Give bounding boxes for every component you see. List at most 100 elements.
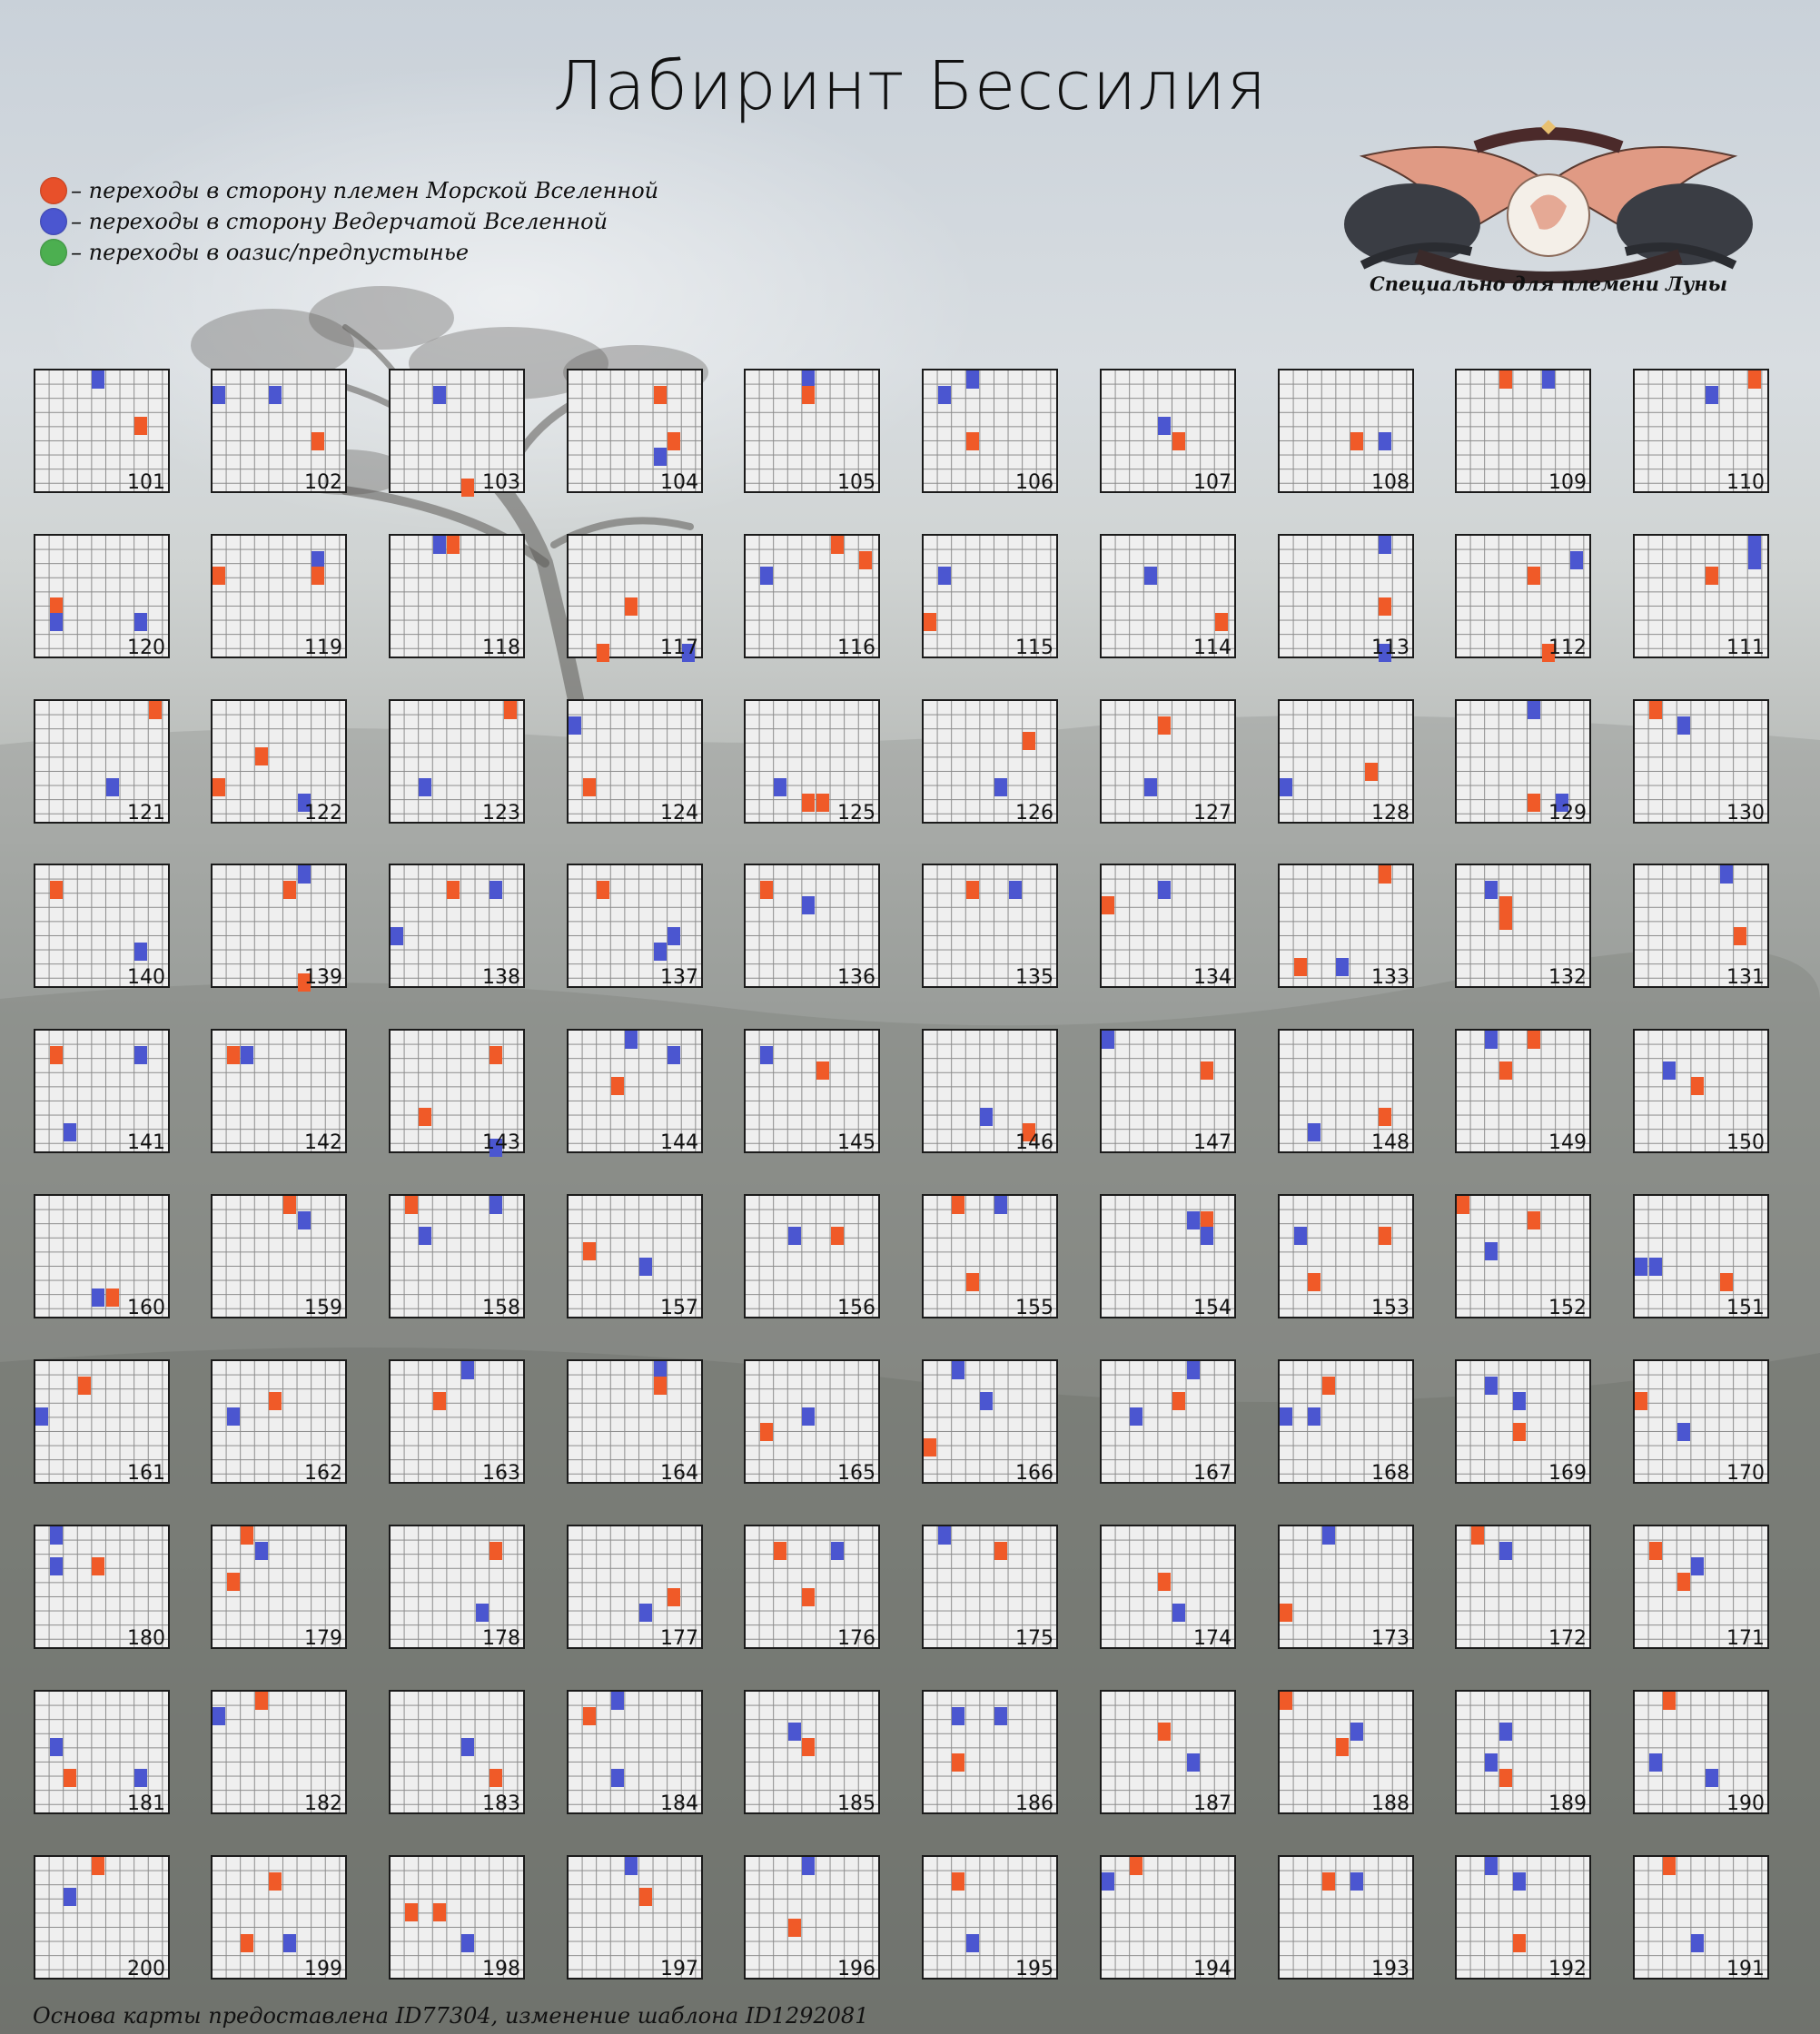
- room-147: 147: [1100, 1029, 1236, 1153]
- room-130: 130: [1633, 699, 1769, 824]
- sea-passage-marker: [1528, 1211, 1540, 1229]
- room-number: 176: [837, 1627, 875, 1650]
- bucket-passage-marker: [49, 1738, 63, 1756]
- room-134: 134: [1100, 864, 1236, 988]
- sea-passage-marker: [610, 1077, 624, 1095]
- bucket-passage-marker: [1280, 1407, 1292, 1426]
- bucket-passage-marker: [92, 1289, 105, 1307]
- room-109: 109: [1455, 369, 1591, 493]
- room-number: 133: [1371, 966, 1410, 989]
- room-197: 197: [567, 1855, 703, 1980]
- room-162: 162: [211, 1359, 347, 1484]
- room-190: 190: [1633, 1690, 1769, 1814]
- sea-passage-marker: [994, 1542, 1007, 1560]
- bucket-passage-marker: [1747, 536, 1761, 554]
- room-number: 117: [660, 637, 698, 659]
- sea-passage-marker: [1648, 1542, 1662, 1560]
- credit-text: Основа карты предоставлена ID77304, изме…: [33, 2003, 869, 2029]
- sea-passage-marker: [1379, 597, 1392, 616]
- sea-passage-marker: [1499, 896, 1512, 914]
- room-number: 136: [837, 966, 875, 989]
- room-number: 195: [1015, 1958, 1053, 1980]
- room-number: 122: [304, 802, 342, 824]
- bucket-passage-marker: [106, 778, 119, 796]
- room-164: 164: [567, 1359, 703, 1484]
- bucket-passage-marker: [49, 1526, 63, 1545]
- room-112: 112: [1455, 534, 1591, 662]
- room-number: 153: [1371, 1297, 1410, 1319]
- room-189: 189: [1455, 1690, 1591, 1814]
- sea-passage-marker: [1201, 1211, 1214, 1229]
- sea-passage-marker: [1528, 1031, 1540, 1049]
- bucket-passage-marker: [1635, 1258, 1647, 1276]
- room-number: 147: [1193, 1131, 1231, 1154]
- room-number: 180: [127, 1627, 165, 1650]
- sea-passage-marker: [582, 1242, 596, 1260]
- sea-passage-marker: [49, 597, 63, 616]
- sea-passage-marker: [254, 747, 268, 765]
- sea-passage-marker: [787, 1919, 801, 1937]
- room-113: 113: [1278, 534, 1414, 662]
- sea-passage-marker: [283, 881, 296, 899]
- bucket-passage-marker: [35, 1407, 48, 1426]
- sea-passage-marker: [816, 794, 829, 812]
- room-number: 188: [1371, 1792, 1410, 1815]
- sea-passage-marker: [1691, 1077, 1705, 1095]
- room-number: 160: [127, 1297, 165, 1319]
- sea-passage-marker: [802, 794, 816, 812]
- bucket-passage-marker: [461, 1738, 474, 1756]
- bucket-passage-marker: [1648, 1753, 1662, 1772]
- room-188: 188: [1278, 1690, 1414, 1814]
- room-number: 130: [1726, 802, 1765, 824]
- sea-passage-marker: [1635, 1392, 1647, 1410]
- room-number: 143: [482, 1131, 520, 1154]
- bucket-passage-marker: [1485, 1857, 1499, 1875]
- room-128: 128: [1278, 699, 1414, 824]
- room-122: 122: [211, 699, 347, 824]
- sea-passage-marker: [1719, 1273, 1733, 1291]
- room-159: 159: [211, 1194, 347, 1318]
- sea-passage-marker: [1499, 912, 1512, 930]
- bucket-passage-marker: [1143, 567, 1157, 585]
- room-126: 126: [922, 699, 1058, 824]
- sea-passage-marker: [816, 1061, 829, 1080]
- room-number: 124: [660, 802, 698, 824]
- sea-passage-marker: [952, 1196, 965, 1214]
- bucket-passage-marker: [994, 1196, 1007, 1214]
- sea-passage-marker: [1214, 613, 1228, 631]
- bucket-passage-marker: [64, 1888, 77, 1906]
- bucket-passage-marker: [1706, 386, 1718, 404]
- room-187: 187: [1100, 1690, 1236, 1814]
- sea-passage-marker: [1172, 1392, 1185, 1410]
- room-160: 160: [34, 1194, 170, 1318]
- bucket-passage-marker: [1485, 881, 1499, 899]
- sea-passage-marker: [213, 567, 225, 585]
- sea-passage-marker: [106, 1289, 119, 1307]
- room-number: 165: [837, 1462, 875, 1485]
- bucket-passage-marker: [610, 1692, 624, 1710]
- room-number: 196: [837, 1958, 875, 1980]
- bucket-passage-marker: [937, 567, 951, 585]
- bucket-passage-marker: [937, 386, 951, 404]
- room-155: 155: [922, 1194, 1058, 1318]
- bucket-passage-marker: [283, 1934, 296, 1952]
- room-167: 167: [1100, 1359, 1236, 1484]
- bucket-passage-marker: [269, 386, 282, 404]
- bucket-passage-marker: [297, 794, 311, 812]
- green-dot-icon: [40, 239, 67, 266]
- sea-passage-marker: [312, 567, 325, 585]
- room-143: 143: [389, 1029, 525, 1157]
- room-number: 184: [660, 1792, 698, 1815]
- sea-passage-marker: [639, 1888, 652, 1906]
- sea-passage-marker: [148, 701, 162, 719]
- room-163: 163: [389, 1359, 525, 1484]
- room-200: 200: [34, 1855, 170, 1980]
- room-number: 157: [660, 1297, 698, 1319]
- legend-label: – переходы в сторону племен Морской Всел…: [71, 178, 659, 203]
- bucket-passage-marker: [569, 716, 581, 735]
- room-115: 115: [922, 534, 1058, 658]
- bucket-passage-marker: [297, 865, 311, 884]
- bucket-passage-marker: [1143, 778, 1157, 796]
- room-number: 145: [837, 1131, 875, 1154]
